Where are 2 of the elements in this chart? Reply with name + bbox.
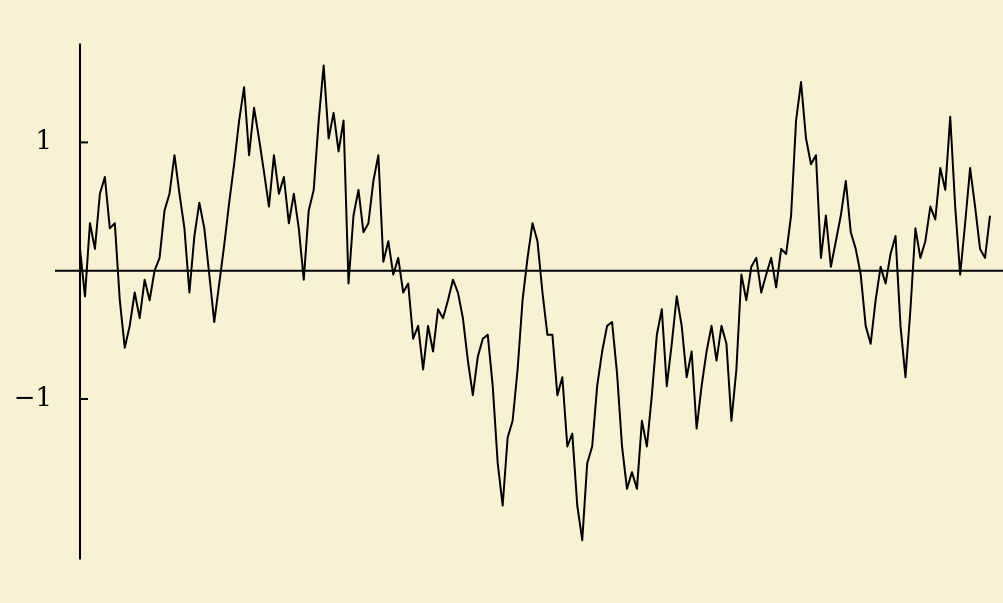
y-tick-label: 1	[35, 125, 52, 156]
y-tick-label: −1	[13, 381, 52, 412]
